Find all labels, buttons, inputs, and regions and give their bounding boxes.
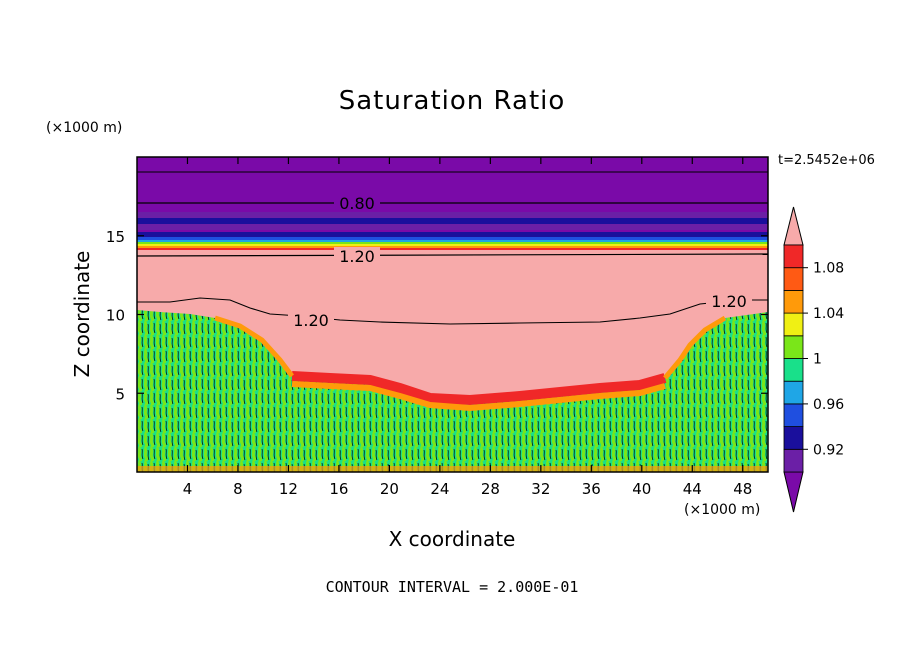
band-092b [137, 224, 768, 230]
x-tick-label: 48 [733, 480, 752, 498]
band-108 [137, 248, 768, 250]
band-106 [137, 246, 768, 248]
surface-band [137, 466, 768, 472]
boundary-red [291, 371, 667, 406]
boundary-left [214, 315, 294, 378]
colorbar-tick-label: 1 [813, 352, 822, 368]
colorbar-tick-label: 1.08 [813, 261, 844, 277]
colorbar-swatch [783, 380, 804, 405]
x-tick-label: 4 [183, 480, 193, 498]
colorbar: 0.92 0.96 1 1.04 1.08 [783, 206, 844, 513]
timestamp: t=2.5452e+06 [778, 153, 875, 168]
y-axis-label: Z coordinate [70, 250, 94, 378]
y-tick-label: 15 [106, 228, 125, 246]
x-tick-label: 44 [683, 480, 702, 498]
plot-area [137, 157, 768, 472]
contour-label-bg [288, 311, 334, 329]
colorbar-swatch [783, 312, 804, 337]
contour-interval-note: CONTOUR INTERVAL = 2.000E-01 [325, 578, 579, 596]
chart-title: Saturation Ratio [338, 86, 566, 116]
colorbar-under-arrow [783, 471, 804, 513]
x-tick-label: 24 [430, 480, 449, 498]
colorbar-swatch [783, 267, 804, 291]
boundary-right [663, 315, 727, 380]
contour-label-bg [334, 247, 380, 265]
band-094b [137, 232, 768, 237]
colorbar-tick-label: 0.92 [813, 442, 844, 458]
colorbar-over-arrow [783, 206, 804, 246]
contour-label-120b: 1.20 [293, 311, 329, 330]
x-axis-label: X coordinate [388, 527, 516, 551]
x-tick-label: 36 [582, 480, 601, 498]
colorbar-swatch [783, 289, 804, 314]
x-tick-label: 40 [632, 480, 651, 498]
colorbar-swatch [783, 426, 804, 450]
band-104 [137, 244, 768, 246]
x-tick-label: 8 [233, 480, 243, 498]
band-098 [137, 240, 768, 242]
band-094 [137, 218, 768, 224]
x-tick-label: 20 [380, 480, 399, 498]
band-096 [137, 237, 768, 240]
y-tick-label: 10 [106, 307, 125, 325]
y-tick-label: 5 [115, 385, 125, 403]
colorbar-swatch [783, 403, 804, 427]
x-tick-label: 12 [279, 480, 298, 498]
contour-label-bg [706, 292, 752, 310]
colorbar-tick-label: 0.96 [813, 397, 844, 413]
colorbar-swatch [783, 448, 804, 473]
colorbar-swatch [783, 244, 804, 269]
band-102 [137, 242, 768, 244]
contour-label-120c: 1.20 [711, 292, 747, 311]
colorbar-swatch [783, 358, 804, 382]
x-tick-label: 28 [481, 480, 500, 498]
lower-turbulent-layer [137, 310, 768, 472]
contour-labels: 0.80 1.20 1.20 1.20 [288, 194, 752, 330]
contour-line-120-lower [137, 297, 768, 325]
x-tick-label: 16 [329, 480, 348, 498]
contour-label-120a: 1.20 [339, 247, 375, 266]
y-axis-unit: (×1000 m) [46, 120, 123, 136]
x-axis-unit: (×1000 m) [684, 502, 761, 518]
boundary-orange [291, 381, 666, 412]
colorbar-swatch [783, 335, 804, 359]
contour-label-bg [334, 194, 380, 212]
x-tick-label: 32 [531, 480, 550, 498]
colorbar-tick-label: 1.04 [813, 306, 844, 322]
contour-label-080: 0.80 [339, 194, 375, 213]
contour-line-120-upper [137, 253, 768, 257]
